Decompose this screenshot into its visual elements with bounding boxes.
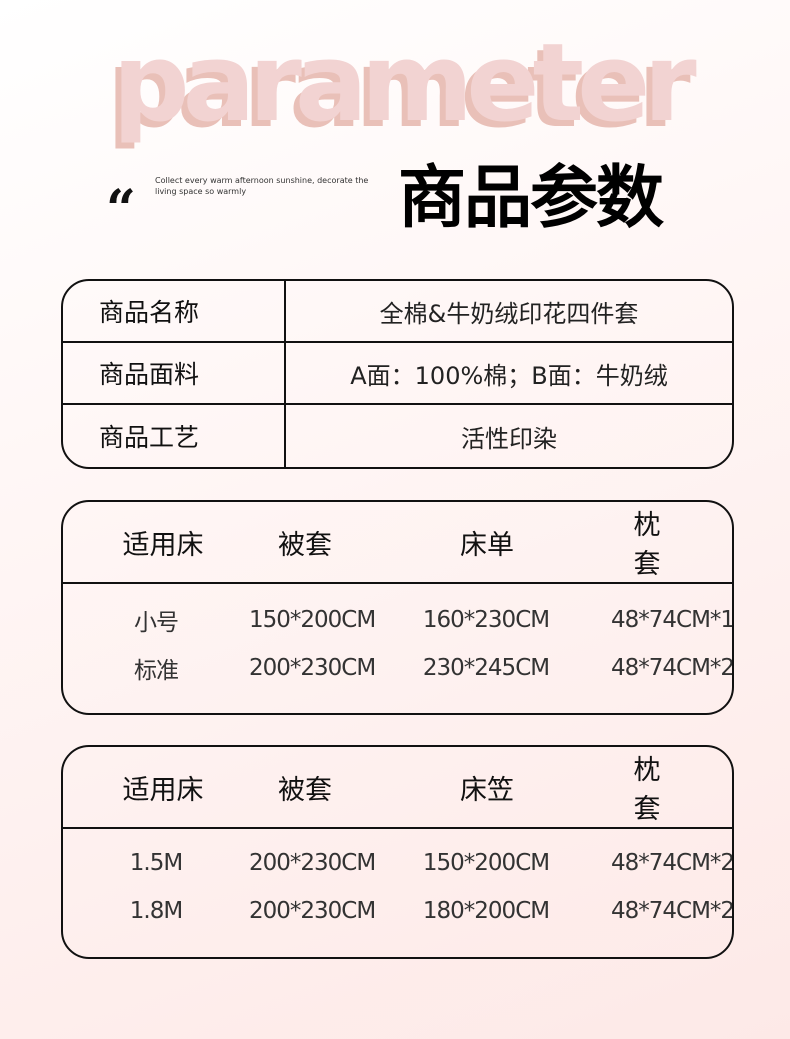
- info-label: 商品面料: [63, 343, 286, 403]
- tagline: Collect every warm afternoon sunshine, d…: [155, 176, 369, 196]
- size-table-2: 适用床 被套 床笠 枕套 1.5M 200*230CM 150*200CM 48…: [61, 745, 734, 959]
- page-title: 商品参数: [398, 159, 664, 238]
- cell: 48*74CM*2: [611, 655, 734, 681]
- header-cell: 枕套: [633, 510, 661, 580]
- parameter-watermark: parameter: [112, 21, 696, 146]
- info-row: 商品面料 A面：100%棉；B面：牛奶绒: [63, 343, 732, 405]
- table-header: 适用床 被套 床单 枕套: [63, 502, 732, 584]
- cell: 150*200CM: [422, 850, 550, 876]
- cell: 48*74CM*2: [611, 898, 734, 924]
- header-cell: 适用床: [122, 529, 204, 561]
- table-header: 适用床 被套 床笠 枕套: [63, 747, 732, 829]
- header-cell: 床单: [460, 529, 514, 561]
- cell: 1.8M: [129, 898, 183, 924]
- cell: 48*74CM*2: [611, 850, 734, 876]
- info-row: 商品名称 全棉&牛奶绒印花四件套: [63, 281, 732, 343]
- cell: 48*74CM*1: [611, 607, 734, 633]
- cell: 小号: [134, 610, 179, 636]
- cell: 1.5M: [129, 850, 183, 876]
- cell: 150*200CM: [249, 607, 376, 633]
- header-cell: 被套: [278, 529, 332, 561]
- info-value: A面：100%棉；B面：牛奶绒: [350, 361, 668, 390]
- header-cell: 适用床: [122, 774, 204, 806]
- table-row: 1.8M 200*230CM 180*200CM 48*74CM*2: [63, 887, 732, 935]
- info-row: 商品工艺 活性印染: [63, 405, 732, 467]
- header-cell: 床笠: [460, 774, 514, 806]
- quote-mark: “: [106, 179, 136, 240]
- table-row: 小号 150*200CM 160*230CM 48*74CM*1: [63, 596, 732, 644]
- info-value: 活性印染: [461, 424, 557, 453]
- product-info-table: 商品名称 全棉&牛奶绒印花四件套 商品面料 A面：100%棉；B面：牛奶绒 商品工艺…: [61, 279, 734, 469]
- header-cell: 枕套: [633, 755, 661, 825]
- header-cell: 被套: [278, 774, 332, 806]
- table-row: 1.5M 200*230CM 150*200CM 48*74CM*2: [63, 839, 732, 887]
- cell: 200*230CM: [249, 655, 376, 681]
- cell: 标准: [134, 658, 179, 684]
- table-row: 标准 200*230CM 230*245CM 48*74CM*2: [63, 644, 732, 692]
- info-label: 商品工艺: [63, 405, 286, 467]
- size-table-1: 适用床 被套 床单 枕套 小号 150*200CM 160*230CM 48*7…: [61, 500, 734, 715]
- info-label: 商品名称: [63, 281, 286, 341]
- cell: 200*230CM: [249, 898, 376, 924]
- cell: 200*230CM: [249, 850, 376, 876]
- cell: 230*245CM: [422, 655, 550, 681]
- cell: 180*200CM: [422, 898, 550, 924]
- info-value: 全棉&牛奶绒印花四件套: [379, 299, 639, 328]
- cell: 160*230CM: [422, 607, 550, 633]
